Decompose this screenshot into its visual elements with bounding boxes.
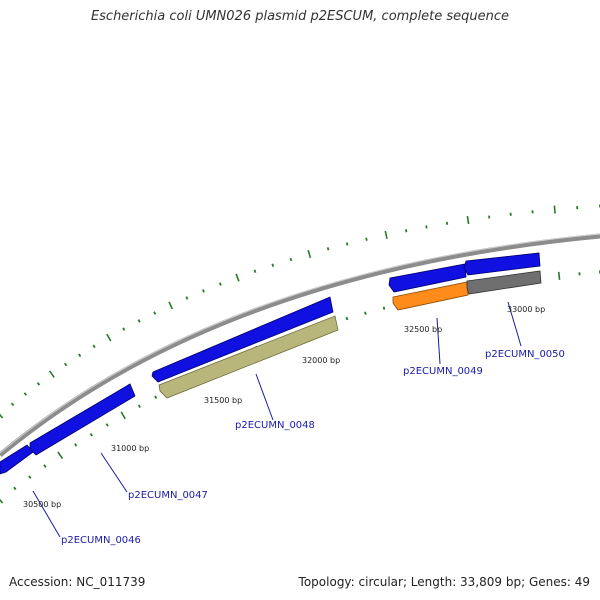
outer-tick [235,273,240,282]
inner-tick [345,316,349,321]
outer-tick [466,215,470,225]
outer-tick [553,205,556,214]
gene-label[interactable]: p2ECUMN_0050 [485,349,565,360]
outer-tick [384,230,388,239]
inner-tick [105,423,109,427]
inner-tick [74,443,78,447]
outer-tick [253,269,257,273]
gene-p2ECUMN_0049-forward[interactable] [388,263,467,293]
outer-tick [289,257,293,262]
outer-tick [425,225,428,229]
gene-label[interactable]: p2ECUMN_0048 [235,420,315,431]
gene-p2ECUMN_0047[interactable] [29,383,136,456]
plasmid-backbone-highlight [0,233,600,454]
outer-tick [92,344,96,349]
leader-p2ECUMN_0047 [100,452,128,493]
accession-label: Accession: NC_011739 [9,575,146,589]
position-label: 32000 bp [302,356,340,365]
outer-tick [0,413,4,419]
gene-p2ECUMN_0050-forward[interactable] [463,252,541,276]
outer-tick [218,282,222,286]
outer-tick [271,263,275,267]
position-label: 32500 bp [404,325,442,334]
position-label: 30500 bp [23,500,61,509]
outer-tick [185,296,189,300]
inner-tick [154,395,158,400]
position-label: 33000 bp [507,305,545,314]
topology-summary: Topology: circular; Length: 33,809 bp; G… [298,575,590,589]
leader-p2ECUMN_0050 [507,301,522,347]
outer-tick [153,311,157,315]
outer-tick [48,370,55,378]
position-label: 31000 bp [111,444,149,453]
plasmid-backbone [0,233,600,457]
gene-p2ECUMN_0048-forward[interactable] [151,296,334,383]
outer-tick [78,353,82,358]
inner-tick [43,464,47,468]
outer-tick [168,301,174,310]
page-title: Escherichia coli UMN026 plasmid p2ESCUM,… [90,9,510,24]
outer-tick [365,237,368,241]
leader-p2ECUMN_0049 [436,317,441,365]
inner-tick [557,271,561,280]
gene-label[interactable]: p2ECUMN_0049 [403,366,483,377]
position-label: 31500 bp [204,396,242,405]
outer-tick [137,319,141,323]
outer-tick [326,247,330,251]
outer-tick [64,362,68,367]
outer-tick [23,392,28,396]
outer-tick [36,382,41,386]
outer-tick [10,402,15,407]
inner-tick [137,404,141,408]
outer-tick [445,221,449,225]
inner-tick [89,432,93,437]
outer-tick [405,229,408,233]
inner-tick [382,306,386,310]
inner-tick [0,498,4,504]
outer-tick [122,327,126,331]
gene-p2ECUMN_0046[interactable] [0,444,34,475]
inner-tick [57,451,64,460]
inner-tick [120,411,126,420]
outer-tick [106,333,112,342]
outer-tick [307,249,312,259]
outer-tick [345,242,349,246]
leader-p2ECUMN_0046 [32,490,61,538]
outer-tick [202,289,205,293]
gene-label[interactable]: p2ECUMN_0047 [128,490,208,501]
inner-tick [28,475,32,479]
gene-p2ECUMN_0048[interactable] [158,315,339,399]
gene-p2ECUMN_0049[interactable] [392,281,469,311]
gene-label[interactable]: p2ECUMN_0046 [61,535,141,546]
gene-p2ECUMN_0050[interactable] [466,270,542,295]
inner-tick [13,486,17,491]
leader-p2ECUMN_0048 [255,373,274,421]
inner-tick [364,311,367,315]
